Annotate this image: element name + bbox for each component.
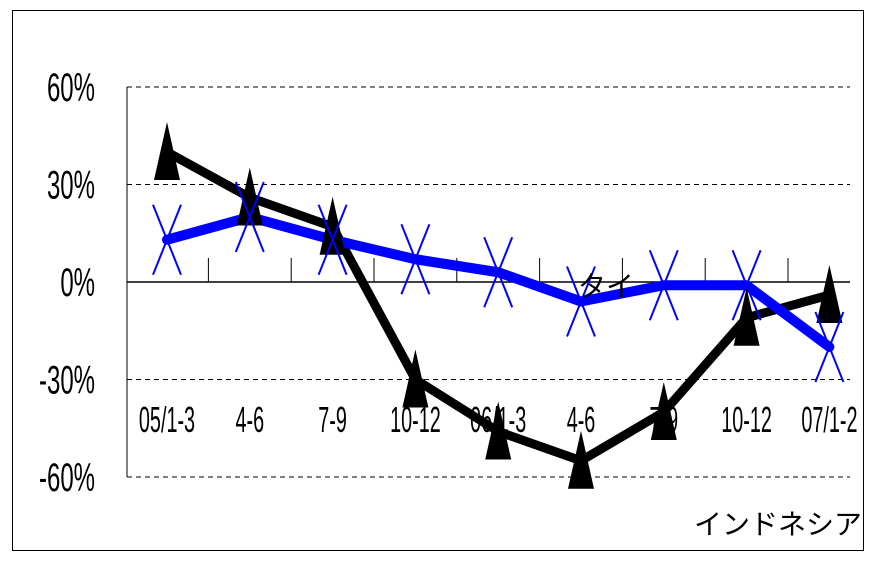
x-marker — [317, 204, 348, 276]
triangle-marker — [154, 122, 180, 180]
series-label-indonesia: インドネシア — [694, 508, 862, 541]
x-tick-label: 05/1-3 — [139, 401, 195, 441]
x-tick-label: 10-12 — [721, 401, 772, 441]
x-tick-label: 4-6 — [567, 401, 596, 441]
series-layer — [152, 122, 845, 489]
x-tick-label: 06/1-3 — [470, 401, 526, 441]
y-tick-label: 0% — [60, 260, 95, 305]
x-tick-label: 4-6 — [235, 401, 264, 441]
x-tick-label: 10-12 — [390, 401, 441, 441]
x-tick-label: 7-9 — [318, 401, 347, 441]
triangle-marker — [236, 167, 263, 226]
y-tick-label: 60% — [47, 65, 95, 110]
x-marker — [566, 266, 596, 337]
label-layer: 60% 30% 0% -30% -60% 05/1-3 4-6 7-9 10-12 06/1-3 4… — [39, 65, 862, 541]
triangle-marker — [650, 382, 677, 440]
triangle-marker — [568, 430, 594, 489]
x-marker — [400, 223, 431, 295]
triangle-marker — [733, 287, 760, 346]
x-marker — [814, 311, 845, 383]
triangle-marker — [319, 196, 346, 255]
y-tick-label: 30% — [47, 162, 95, 207]
x-marker — [152, 204, 182, 276]
x-tick-label: 07/1-2 — [801, 401, 857, 441]
x-marker — [234, 181, 265, 253]
y-tick-label: -60% — [39, 455, 95, 500]
triangle-marker — [816, 265, 843, 323]
x-tick-label: 7-9 — [649, 401, 678, 441]
triangle-marker — [402, 349, 429, 408]
x-marker — [731, 249, 762, 321]
triangle-marker — [485, 401, 512, 460]
x-marker — [648, 249, 679, 321]
series-label-thai: タイ — [578, 270, 634, 303]
x-marker — [483, 236, 514, 308]
y-tick-label: -30% — [39, 357, 95, 402]
